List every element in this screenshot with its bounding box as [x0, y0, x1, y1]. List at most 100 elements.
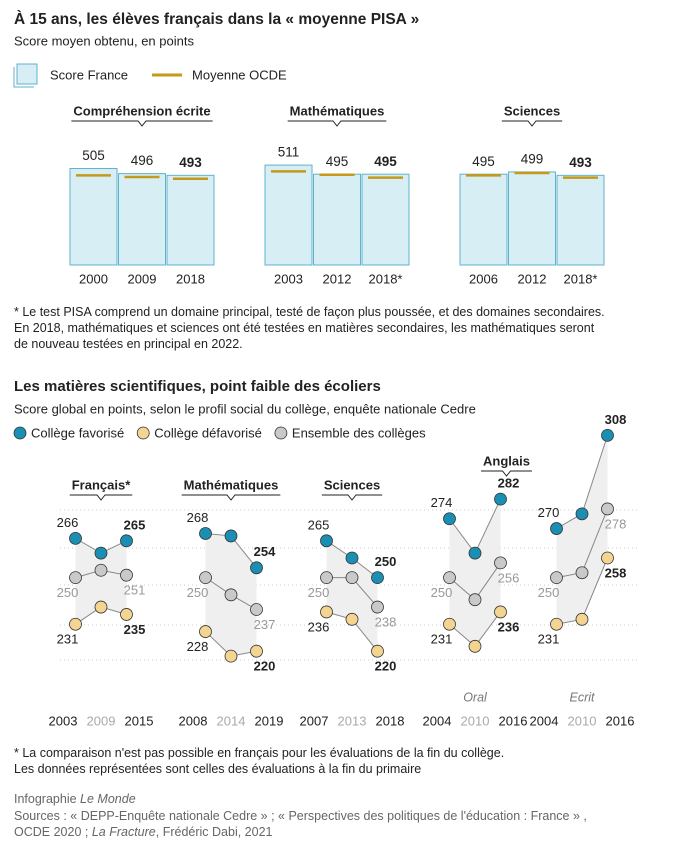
- bar-value-label: 495: [472, 154, 495, 169]
- dot-marker: [443, 617, 456, 631]
- legend-swatch: [16, 63, 38, 85]
- bar-value-label: 511: [278, 145, 300, 160]
- dot-marker: [224, 588, 238, 602]
- dot-marker: [575, 612, 589, 626]
- sources-line: Sources : « DEPP-Enquête nationale Cedre…: [14, 809, 587, 823]
- dot-marker: [601, 502, 614, 516]
- x-tick-label: 2003: [49, 713, 78, 728]
- title: À 15 ans, les élèves français dans la « …: [14, 11, 419, 28]
- legend-label: Collège favorisé: [31, 425, 124, 440]
- x-tick-label: 2000: [79, 271, 108, 286]
- legend-label: Score France: [50, 67, 128, 82]
- dot-marker: [550, 522, 563, 535]
- dot-value-label: 251: [124, 583, 146, 598]
- bar: [69, 168, 118, 266]
- note-line: * La comparaison n'est pas possible en f…: [14, 746, 505, 760]
- dot-marker: [69, 617, 82, 631]
- dot-value-label: 250: [308, 585, 330, 600]
- dot-marker: [371, 644, 384, 658]
- chart-title: Anglais: [483, 453, 530, 468]
- dot-marker: [120, 608, 133, 621]
- dot-value-label: 278: [605, 516, 627, 531]
- dot-value-label: 254: [254, 544, 276, 559]
- chart-title: Mathématiques: [290, 103, 385, 118]
- dot-value-label: 250: [187, 585, 209, 600]
- title-bracket: [71, 120, 213, 127]
- bar: [459, 173, 508, 266]
- dot-marker: [345, 612, 359, 626]
- bar: [313, 173, 361, 266]
- dot-marker: [199, 571, 212, 585]
- dot-value-label: 270: [538, 505, 560, 520]
- x-tick-label: 2009: [128, 271, 157, 286]
- dot-marker: [199, 625, 212, 638]
- chart-title: Mathématiques: [184, 477, 279, 492]
- sources-part: , Frédéric Dabi, 2021: [155, 825, 273, 839]
- bar-value-label: 495: [374, 154, 397, 169]
- dot-value-label: 235: [124, 622, 146, 637]
- dot-value-label: 228: [187, 639, 209, 654]
- x-tick-label: 2009: [87, 713, 116, 728]
- dot-marker: [575, 566, 589, 580]
- x-tick-label: 2010: [461, 713, 490, 728]
- x-tick-label: 2006: [469, 271, 498, 286]
- dot-marker: [345, 551, 359, 565]
- title-bracket: [481, 470, 532, 477]
- dot-value-label: 220: [254, 659, 276, 674]
- dot-marker: [224, 529, 238, 543]
- bar-value-label: 505: [82, 148, 105, 163]
- x-tick-label: 2018*: [369, 271, 403, 286]
- x-tick-label: 2018: [176, 271, 205, 286]
- bar-value-label: 499: [521, 151, 544, 166]
- legend-marker: [274, 426, 288, 440]
- x-tick-label: 2016: [606, 713, 635, 728]
- dot-marker: [494, 556, 507, 570]
- dot-marker: [601, 551, 614, 565]
- sources-part: OCDE 2020 ;: [14, 825, 89, 839]
- bar-value-label: 496: [131, 153, 154, 168]
- dot-marker: [69, 571, 82, 585]
- dot-value-label: 220: [375, 659, 397, 674]
- x-tick-label: 2014: [217, 713, 246, 728]
- dot-value-label: 308: [605, 412, 627, 427]
- dot-value-label: 238: [375, 614, 397, 629]
- note-line: En 2018, mathématiques et sciences ont é…: [14, 321, 595, 335]
- dot-marker: [443, 512, 456, 526]
- dot-marker: [199, 527, 212, 540]
- dot-marker: [250, 561, 263, 575]
- dot-marker: [468, 639, 482, 653]
- x-tick-label: 2015: [125, 713, 154, 728]
- notes-top: * Le test PISA comprend un domaine princ…: [14, 304, 605, 352]
- sub-label: Ecrit: [570, 690, 596, 704]
- legend-label: Moyenne OCDE: [192, 67, 287, 82]
- section-subtitle: Score global en points, selon le profil …: [14, 401, 476, 416]
- dot-value-label: 236: [308, 619, 330, 634]
- dot-marker: [468, 546, 482, 560]
- dot-marker: [494, 605, 507, 619]
- sources-line: OCDE 2020 ; La Fracture, Frédéric Dabi, …: [14, 824, 587, 840]
- legend-label: Ensemble des collèges: [292, 425, 426, 440]
- legend-label: Collège défavorisé: [154, 425, 262, 440]
- bar: [556, 174, 605, 266]
- bar-value-label: 495: [326, 154, 349, 169]
- note-line: de nouveau testées en principal en 2022.: [14, 337, 243, 351]
- dot-marker: [94, 600, 108, 614]
- chart-title: Sciences: [324, 477, 380, 492]
- dot-value-label: 250: [431, 585, 453, 600]
- chart-title: Compréhension écrite: [73, 103, 210, 118]
- x-tick-label: 2010: [568, 713, 597, 728]
- title-bracket: [287, 120, 387, 127]
- dot-value-label: 282: [498, 476, 520, 491]
- dot-marker: [320, 534, 333, 548]
- bar: [361, 173, 410, 266]
- note-line: * Le test PISA comprend un domaine princ…: [14, 305, 605, 319]
- x-tick-label: 2004: [423, 713, 452, 728]
- section-title: Les matières scientifiques, point faible…: [14, 378, 381, 395]
- x-tick-label: 2012: [518, 271, 547, 286]
- dot-marker: [443, 571, 456, 585]
- legend-marker: [13, 426, 27, 440]
- bar-value-label: 493: [179, 155, 202, 170]
- credit: Infographie Le Monde: [14, 791, 136, 807]
- x-tick-label: 2019: [255, 713, 284, 728]
- dot-marker: [224, 649, 238, 663]
